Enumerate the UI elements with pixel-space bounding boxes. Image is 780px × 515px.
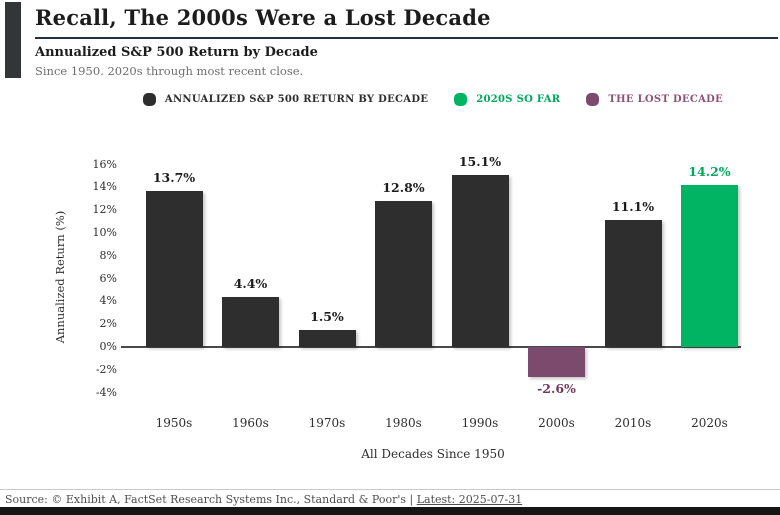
x-axis-title: All Decades Since 1950 (361, 447, 505, 461)
bar-value-label: 13.7% (152, 169, 196, 185)
x-axis-tick-label: 2000s (538, 416, 575, 430)
legend-item-annualized-return: ANNUALIZED S&P 500 RETURN BY DECADE (142, 92, 429, 106)
title-accent-bar (5, 2, 21, 78)
y-tick-label: 4% (99, 294, 117, 308)
bar-2020s (681, 185, 738, 347)
bottom-accent-bar (0, 507, 780, 515)
source-text: Source: © Exhibit A, FactSet Research Sy… (5, 493, 417, 506)
x-axis-tick-label: 1980s (385, 416, 422, 430)
bar-value-label: -2.6% (537, 380, 576, 396)
x-axis-tick-label: 1990s (461, 416, 499, 430)
y-tick-label: 0% (99, 340, 117, 353)
y-tick-label: 8% (99, 248, 117, 262)
latest-date-link[interactable]: Latest: 2025-07-31 (416, 493, 523, 506)
y-tick-label: 6% (99, 271, 117, 285)
bar-2010s (604, 220, 662, 347)
page-title: Recall, The 2000s Were a Lost Decade (35, 5, 491, 30)
y-tick-label: 2% (99, 317, 117, 331)
bar-value-label: 11.1% (611, 199, 655, 215)
legend-item-label: ANNUALIZED S&P 500 RETURN BY DECADE (164, 93, 429, 105)
footer-divider (0, 489, 780, 490)
x-axis-tick-label: 1960s (232, 416, 269, 430)
x-axis-tick-label: 1950s (155, 416, 193, 430)
legend-marker-icon (142, 92, 156, 106)
source-attribution: Source: © Exhibit A, FactSet Research Sy… (5, 493, 522, 506)
legend-item-2020s-so-far: 2020S SO FAR (454, 92, 561, 106)
x-axis-tick-label: 2010s (614, 416, 652, 430)
bar-1970s (298, 329, 356, 347)
legend-marker-icon (454, 92, 468, 106)
y-tick-label: 10% (92, 226, 117, 239)
chart-subtitle: Annualized S&P 500 Return by Decade (35, 45, 318, 60)
chart-note: Since 1950. 2020s through most recent cl… (35, 64, 304, 78)
y-axis-title: Annualized Return (%) (53, 210, 67, 344)
bar-1960s (222, 296, 279, 347)
bar-value-label: 15.1% (458, 153, 502, 169)
y-tick-label: -2% (95, 362, 117, 376)
x-axis-tick-label: 2020s (691, 416, 728, 430)
bar-value-label: 1.5% (310, 308, 344, 324)
y-tick-label: 14% (92, 180, 117, 194)
bar-1980s (375, 201, 432, 347)
y-tick-label: 12% (92, 203, 117, 217)
y-tick-label: 16% (92, 157, 117, 171)
bar-1950s (145, 190, 203, 347)
bar-2000s (528, 347, 585, 377)
chart-legend: ANNUALIZED S&P 500 RETURN BY DECADE 2020… (125, 90, 741, 108)
title-divider (35, 37, 778, 39)
x-axis-tick-label: 1970s (308, 416, 346, 430)
legend-item-label: 2020S SO FAR (476, 93, 561, 105)
bar-value-label: 14.2% (688, 164, 731, 180)
bar-value-label: 4.4% (233, 275, 268, 291)
legend-item-lost-decade: THE LOST DECADE (586, 92, 724, 106)
legend-marker-icon (586, 92, 600, 106)
bar-value-label: 12.8% (382, 180, 425, 196)
legend-item-label: THE LOST DECADE (608, 93, 724, 105)
y-tick-label: -4% (95, 385, 117, 399)
bar-1990s (451, 174, 509, 347)
